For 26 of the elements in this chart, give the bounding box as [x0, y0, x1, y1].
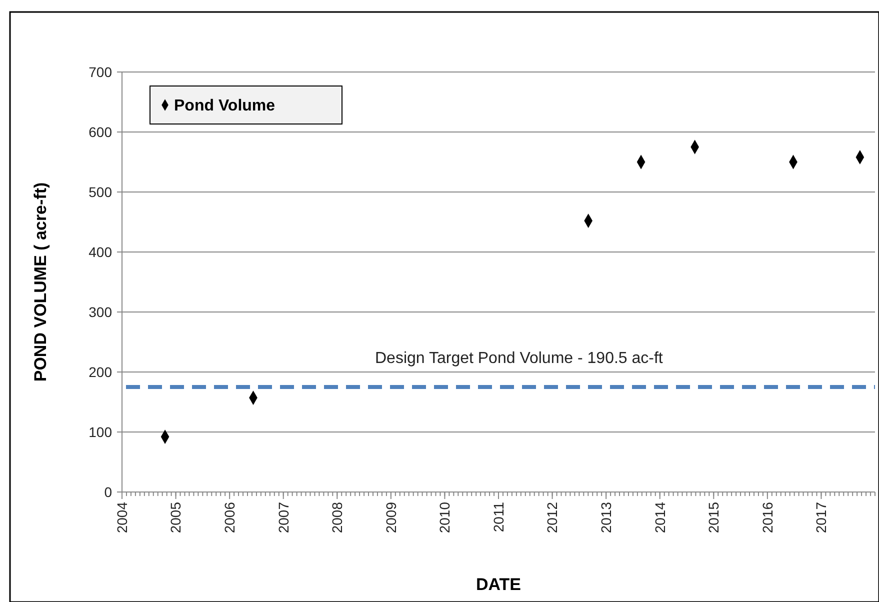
y-tick-label: 400 — [88, 244, 112, 260]
legend-label: Pond Volume — [174, 98, 276, 115]
x-tick-label: 2006 — [221, 502, 238, 534]
y-tick-label: 700 — [88, 64, 112, 80]
y-tick-label: 0 — [104, 484, 112, 500]
y-tick-label: 300 — [88, 304, 112, 320]
x-tick-label: 2011 — [490, 502, 506, 532]
x-tick-label: 2012 — [544, 502, 560, 534]
x-tick-label: 2008 — [329, 502, 346, 534]
y-tick-label: 200 — [88, 364, 112, 380]
ref-line-label: Design Target Pond Volume - 190.5 ac-ft — [375, 350, 664, 367]
x-tick-label: 2014 — [652, 502, 668, 534]
x-tick-label: 2010 — [436, 502, 453, 534]
x-tick-label: 2007 — [275, 502, 292, 534]
y-tick-label: 600 — [88, 124, 112, 140]
x-tick-label: 2005 — [168, 502, 184, 534]
x-tick-label: 2004 — [114, 502, 130, 534]
x-tick-label: 2013 — [598, 502, 614, 534]
x-tick-label: 2015 — [706, 502, 722, 534]
y-tick-label: 500 — [88, 184, 112, 200]
y-tick-label: 100 — [88, 424, 112, 440]
y-axis-title: POND VOLUME ( acre-ft) — [31, 182, 50, 382]
x-tick-label: 2009 — [382, 502, 399, 534]
x-tick-label: 2016 — [759, 502, 776, 534]
x-axis-title: DATE — [476, 575, 522, 594]
x-tick-label: 2017 — [813, 502, 830, 534]
